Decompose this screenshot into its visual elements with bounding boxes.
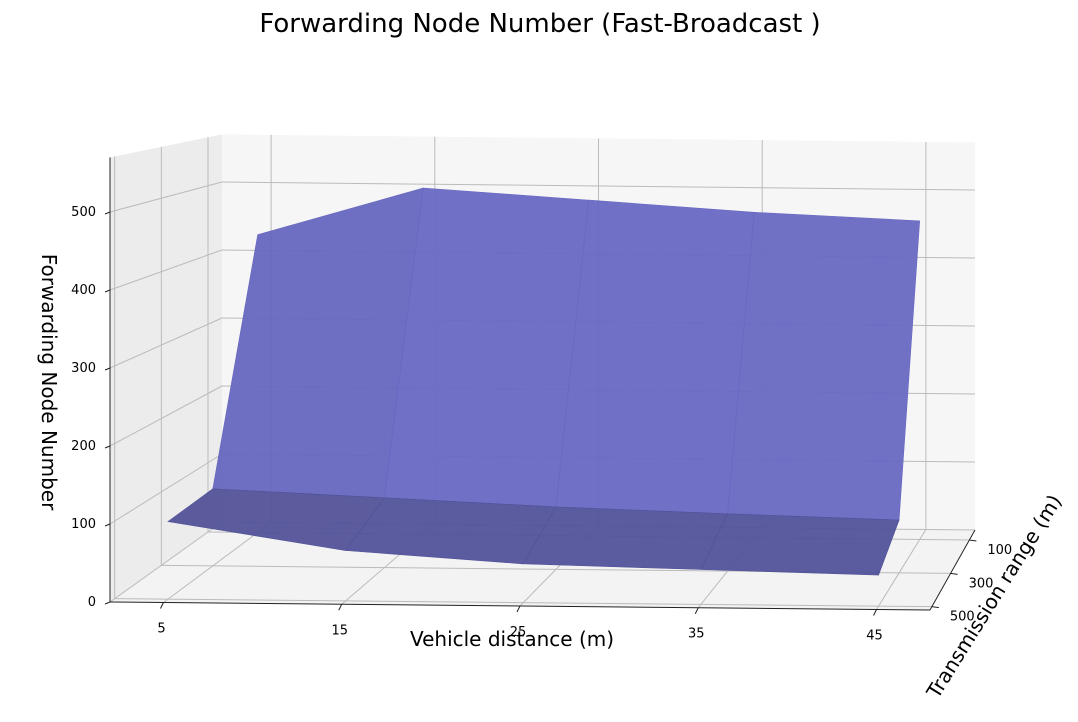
grid-line (109, 181, 223, 213)
surface-face (522, 506, 729, 570)
chart-title: Forwarding Node Number (Fast-Broadcast ) (259, 9, 820, 39)
grid-line (109, 385, 223, 447)
x-tick (516, 605, 521, 613)
axis-line (929, 529, 976, 611)
grid-line (109, 521, 223, 603)
y-tick-label: 500 (950, 610, 975, 625)
surface-face (700, 513, 900, 576)
y-tick (969, 539, 977, 542)
y-tick-label: 100 (987, 543, 1012, 558)
x-tick (338, 604, 343, 611)
z-tick-label: 400 (71, 283, 96, 298)
z-tick-label: 500 (71, 205, 96, 220)
x-tick (694, 607, 699, 614)
surface-face (555, 199, 755, 515)
grid-line (221, 181, 976, 191)
x-tick (160, 602, 164, 609)
z-tick (104, 601, 111, 605)
z-tick (104, 367, 111, 371)
x-tick-label: 35 (688, 627, 705, 642)
surface-face (727, 211, 921, 521)
grid-line (109, 249, 223, 291)
z-axis-label: Forwarding Node Number (37, 254, 61, 511)
grid-line (109, 317, 223, 369)
x-tick-label: 5 (157, 622, 165, 637)
z-tick-label: 0 (88, 595, 96, 610)
x-tick-label: 45 (866, 628, 883, 643)
z-tick-label: 300 (71, 361, 96, 376)
x-tick (873, 609, 877, 616)
y-tick-label: 300 (969, 576, 994, 591)
z-tick (104, 445, 111, 449)
z-tick (104, 211, 111, 215)
x-tick-label: 15 (331, 623, 348, 638)
x-axis-label: Vehicle distance (m) (410, 627, 614, 651)
z-tick-label: 100 (71, 517, 96, 532)
z-tick (104, 289, 111, 293)
grid-line (109, 453, 223, 525)
grid-line (114, 598, 932, 608)
grid-line (876, 529, 927, 610)
z-tick-label: 200 (71, 439, 96, 454)
y-tick (950, 572, 958, 575)
y-tick (931, 606, 939, 609)
x-tick-label: 25 (510, 625, 527, 640)
z-tick (104, 523, 111, 527)
grid-line (163, 522, 272, 603)
side-pane (110, 134, 222, 602)
